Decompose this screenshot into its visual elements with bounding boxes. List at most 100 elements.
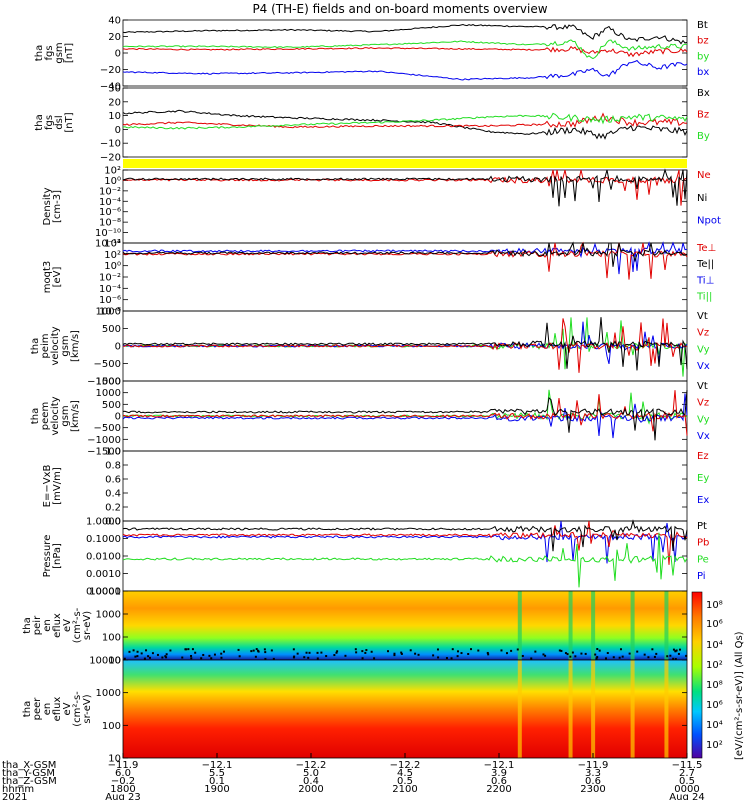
spectrogram-noise — [210, 657, 213, 660]
y-tick-label: −1000 — [87, 435, 121, 446]
legend-te||: Te|| — [696, 259, 714, 270]
legend-ex: Ex — [697, 495, 709, 506]
spectrogram-noise — [161, 656, 164, 659]
spectrogram-noise — [164, 655, 167, 658]
spectrogram-streak — [568, 591, 573, 660]
y-tick-label: 0 — [115, 342, 121, 353]
spectrogram-noise — [542, 653, 545, 656]
y-tick-label: 0.1000 — [86, 534, 121, 545]
spectrogram-noise — [544, 654, 547, 657]
panel-peir_spectrogram: 10000 1000 100 10 tha peir en eflux eV (cm²-s-sr-… — [22, 587, 688, 667]
x-tick-label: −12.1 — [484, 760, 515, 771]
spectrogram-noise — [437, 656, 440, 659]
spectrogram-noise — [136, 655, 139, 658]
legend-pb: Pb — [697, 538, 709, 549]
spectrogram-noise — [432, 654, 435, 657]
x-tick-label: 4.5 — [397, 768, 413, 779]
legend-vy: Vy — [697, 414, 710, 425]
y-axis-label-line: en — [42, 703, 53, 716]
spectrogram-noise — [470, 648, 473, 651]
y-tick-label: 1.0 — [105, 447, 121, 458]
spectrogram-streak — [664, 660, 669, 758]
y-tick-label: 10000 — [89, 587, 121, 598]
y-axis-label: tha fgs gsm [nT] — [34, 42, 75, 63]
y-axis-label-line: tha — [34, 114, 45, 130]
colorbar-tick-label: 10⁶ — [706, 700, 723, 711]
spectrogram-noise — [190, 657, 193, 660]
y-axis-label-line: E=−VxB — [42, 465, 53, 508]
y-axis-label-line: [km/s] — [70, 330, 81, 362]
spectrogram-noise — [316, 657, 319, 660]
spectrogram-noise — [628, 652, 631, 655]
y-axis-label-line: fgs — [44, 45, 55, 60]
y-axis-label-line: eflux — [52, 613, 63, 638]
y-tick-label: 40 — [108, 16, 121, 27]
y-axis-label-line: [km/s] — [70, 400, 81, 432]
series-trace-black — [122, 389, 688, 441]
y-tick-label: 100 — [102, 721, 121, 732]
x-tick-label: Aug 24 — [669, 792, 704, 800]
spectrogram-noise — [672, 648, 675, 651]
colorbar-tick-label: 10⁸ — [706, 680, 723, 691]
x-axis-row-label: tha_Y-GSM — [2, 768, 55, 779]
y-axis-label-line: Pressure — [42, 535, 53, 578]
y-tick-label: 1000 — [96, 610, 121, 621]
legend-vx: Vx — [697, 431, 710, 442]
legend-bz: bz — [697, 36, 709, 47]
spectrogram-noise — [393, 654, 396, 657]
spectrogram-noise — [477, 649, 480, 652]
y-tick-label: 0.0001 — [86, 587, 121, 598]
x-tick-label: 0.1 — [209, 776, 225, 787]
spectrogram-noise — [361, 657, 364, 660]
spectrogram-noise — [222, 650, 225, 653]
spectrogram-noise — [238, 655, 241, 658]
y-axis-label-line: velocity — [50, 396, 61, 435]
series-trace-red — [122, 390, 688, 436]
spectrogram-noise — [674, 650, 677, 653]
y-tick-label: 0.6 — [105, 475, 121, 486]
spectrogram-noise — [414, 652, 417, 655]
y-tick-label: 10² — [104, 166, 121, 177]
spectrogram-noise — [486, 651, 489, 654]
spectrogram-noise — [571, 651, 574, 654]
spectrogram-noise — [500, 649, 503, 652]
spectrogram-noise — [169, 649, 172, 652]
spectrogram-noise — [400, 651, 403, 654]
spectrogram-noise — [220, 656, 223, 659]
y-axis-label: moqt3 [eV] — [42, 261, 63, 294]
series-trace-black — [122, 168, 688, 207]
y-axis-label: tha peim velocity gsm [km/s] — [30, 326, 81, 365]
y-tick-label: 0.2 — [105, 503, 121, 514]
y-axis-label-line: gsm — [60, 335, 71, 356]
y-tick-label: 20 — [108, 32, 121, 43]
x-tick-label: −11.5 — [672, 760, 703, 771]
legend-vt: Vt — [697, 311, 708, 322]
x-tick-label: 0000 — [674, 784, 699, 795]
spectrogram-noise — [335, 651, 338, 654]
spectrogram-noise — [456, 650, 459, 653]
spectrogram-noise — [521, 654, 524, 657]
legend-vz: Vz — [697, 328, 709, 339]
y-axis-label-line: eV — [62, 619, 73, 632]
y-tick-label: 0.4 — [105, 489, 121, 500]
series-line-bx — [122, 109, 688, 140]
spectrogram-noise — [516, 648, 519, 651]
spectrogram-noise — [308, 651, 311, 654]
legend-ey: Ey — [697, 473, 709, 484]
spectrogram-noise — [456, 655, 459, 658]
spectrogram-noise — [143, 657, 146, 660]
panel-fgs_dsl: 30 20 10 0 −10 −20 tha fgs dsl [nT] Bx Bz By — [34, 84, 710, 164]
spectrogram-noise — [292, 648, 295, 651]
spectrogram-noise — [647, 656, 650, 659]
panel-frame — [122, 450, 688, 522]
spectrogram-noise — [264, 657, 267, 660]
spectrogram-noise — [181, 656, 184, 659]
y-tick-label: 10⁻⁴ — [99, 284, 121, 295]
y-tick-label: 10⁻¹² — [95, 239, 121, 250]
spectrogram-noise — [534, 650, 537, 653]
legend-ti||: Ti|| — [696, 292, 712, 303]
spectrogram-noise — [184, 648, 187, 651]
spectrogram-noise — [187, 648, 190, 651]
